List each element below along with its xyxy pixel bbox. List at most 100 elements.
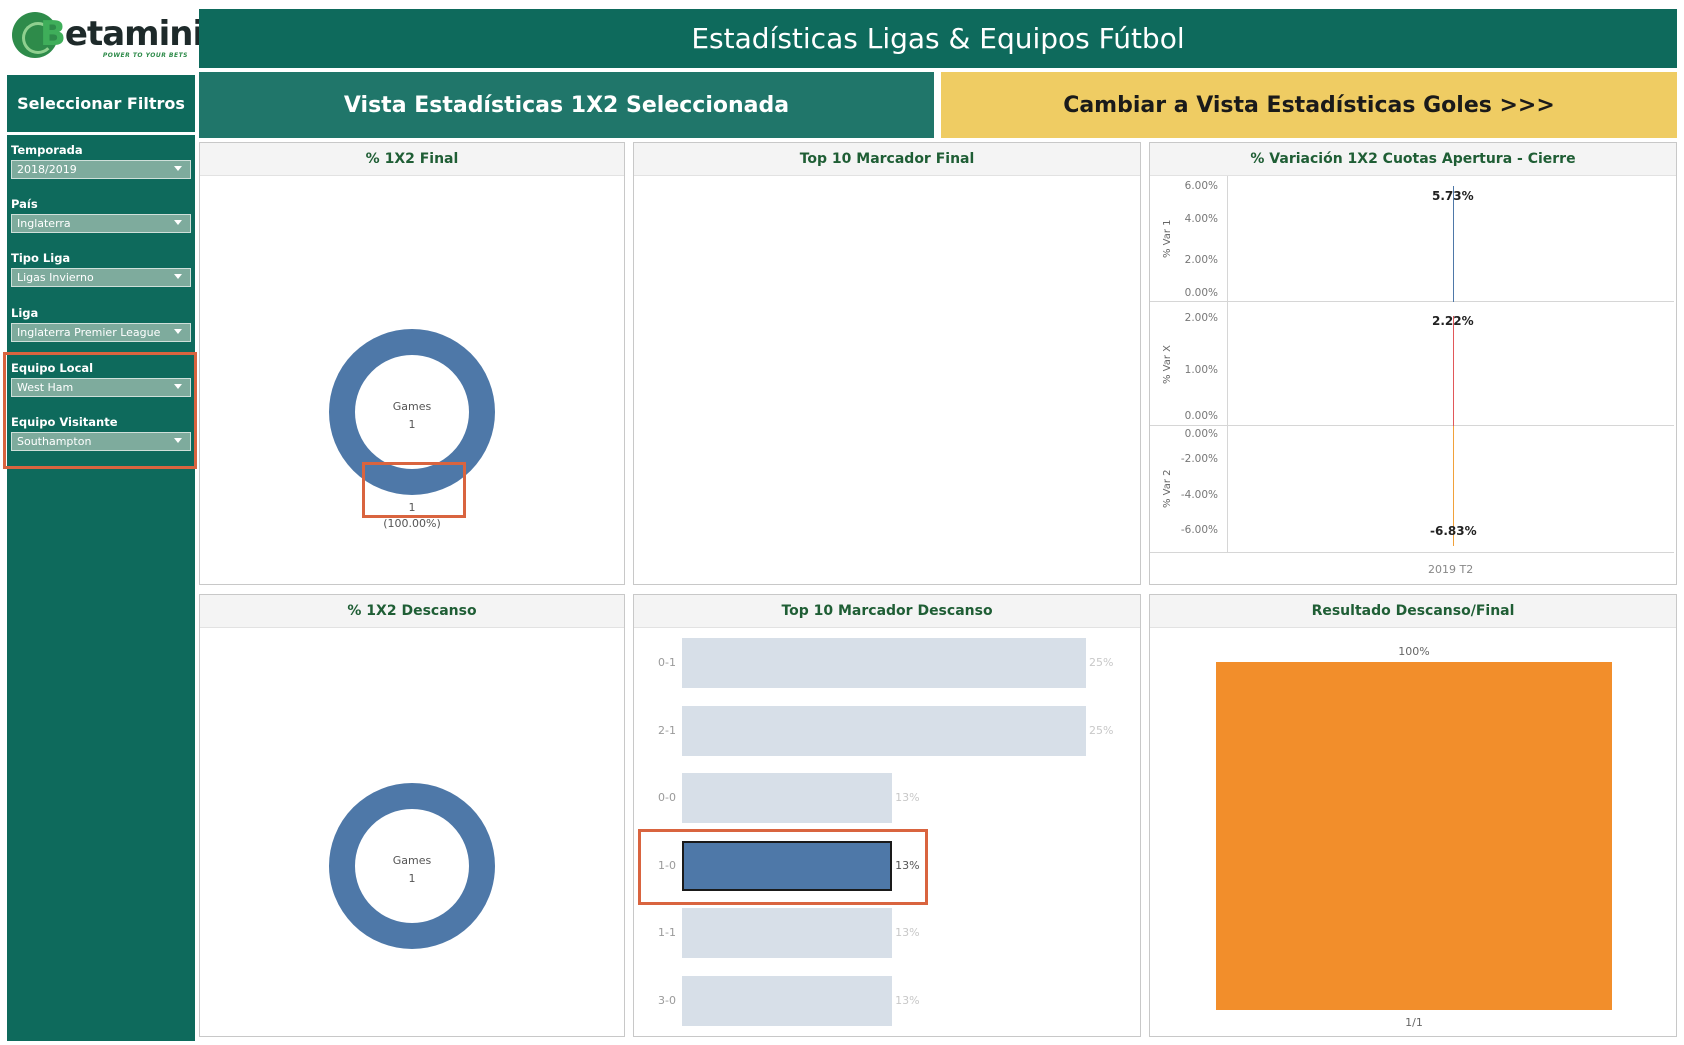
bar-category-label: 1-1 [658,926,676,939]
panel-title: Top 10 Marcador Descanso [634,595,1140,628]
var-x-line[interactable] [1453,316,1454,426]
donut-center-label: Games [392,400,432,413]
pais-dropdown[interactable]: Inglaterra [11,214,191,233]
bar-0-0[interactable] [682,773,893,823]
selected-bar-highlight [638,829,928,905]
tick-label: 0.00% [1184,428,1218,440]
bar-1-0[interactable] [682,840,893,891]
tick-label: 4.00% [1184,213,1218,225]
filter-label: Equipo Visitante [11,415,118,429]
bar-category-label: 0-1 [658,656,676,669]
bar-value-label: 100% [1398,645,1430,658]
chevron-down-icon [174,384,182,389]
filter-equipo-local: Equipo Local West Ham [11,361,191,397]
equipo-visitante-dropdown[interactable]: Southampton [11,432,191,451]
dropdown-value: West Ham [17,381,74,394]
filter-equipo-visitante: Equipo Visitante Southampton [11,415,191,451]
donut-slice-pct: (100.00%) [383,517,441,530]
donut-slice-label: 1 [408,501,416,514]
resultado-chart: 100% 1/1 [1150,628,1676,1036]
panel-top10-final: Top 10 Marcador Final [633,142,1141,585]
y-axis-line [1227,176,1228,553]
tick-label: 2.00% [1184,254,1218,266]
tick-label: 2.00% [1184,312,1218,324]
bar-value-label: 25% [1089,723,1114,737]
current-view-1x2[interactable]: Vista Estadísticas 1X2 Seleccionada [199,72,934,138]
donut-slice-1[interactable] [329,329,495,495]
dropdown-value: Southampton [17,435,92,448]
filter-pais: País Inglaterra [11,197,191,233]
temporada-dropdown[interactable]: 2018/2019 [11,160,191,179]
filter-label: Temporada [11,143,83,157]
filter-label: Tipo Liga [11,251,71,265]
filter-label: Liga [11,306,39,320]
dropdown-value: Inglaterra Premier League [17,326,161,339]
variation-chart: % Var 1 6.00% 4.00% 2.00% 0.00% 5.73% % … [1150,176,1676,584]
var-1-value: 5.73% [1432,189,1474,203]
donut-slice-1[interactable] [329,783,495,949]
panel-title: Resultado Descanso/Final [1150,595,1676,628]
tick-label: -2.00% [1180,453,1218,465]
bar-0-1[interactable] [682,638,1086,688]
dropdown-value: Inglaterra [17,217,71,230]
panel-title: % Variación 1X2 Cuotas Apertura - Cierre [1150,143,1676,176]
tick-label: -4.00% [1180,489,1218,501]
switch-to-goals-view-button[interactable]: Cambiar a Vista Estadísticas Goles >>> [941,72,1677,138]
sidebar-title: Seleccionar Filtros [7,75,195,135]
panel-title: % 1X2 Final [200,143,624,176]
chevron-down-icon [174,329,182,334]
var-2-line[interactable] [1453,426,1454,546]
logo-icon [12,12,58,58]
var-1-line[interactable] [1453,186,1454,302]
var-x-value: 2.22% [1432,314,1474,328]
bar-value-label: 13% [895,791,920,804]
var-row-2: % Var 2 0.00% -2.00% -4.00% -6.00% -6.83… [1150,426,1674,553]
panel-1x2-descanso: % 1X2 Descanso Games 1 [199,594,625,1037]
filter-liga: Liga Inglaterra Premier League [11,306,191,342]
chevron-down-icon [174,166,182,171]
axis-title: % Var 1 [1162,219,1173,258]
chevron-down-icon [174,274,182,279]
var-2-value: -6.83% [1430,524,1477,538]
page-title: Estadísticas Ligas & Equipos Fútbol [199,9,1677,68]
tick-label: 0.00% [1184,410,1218,422]
panel-title: Top 10 Marcador Final [634,143,1140,176]
tipo-liga-dropdown[interactable]: Ligas Invierno [11,268,191,287]
chevron-down-icon [174,438,182,443]
bar-1-1[interactable] [682,908,893,958]
logo-tagline: POWER TO YOUR BETS [102,52,188,59]
betaminic-logo[interactable]: Betaminic POWER TO YOUR BETS [6,6,223,66]
bar-value-label: 13% [895,993,920,1007]
bar-value-label: 13% [895,926,920,939]
dropdown-value: Ligas Invierno [17,271,94,284]
logo-wordmark: Betaminic [40,14,223,54]
panel-variation: % Variación 1X2 Cuotas Apertura - Cierre… [1149,142,1677,585]
bar-value-label: 25% [1089,656,1114,669]
var-row-1: % Var 1 6.00% 4.00% 2.00% 0.00% 5.73% [1150,176,1674,302]
filter-label: Equipo Local [11,361,94,375]
bar-3-0[interactable] [682,975,893,1026]
filter-label: País [11,197,38,211]
donut-chart-final[interactable] [329,329,495,495]
bar-category-label: 3-0 [658,993,676,1007]
panel-top10-descanso: Top 10 Marcador Descanso 0-1 25% 2-1 25% 0-0… [633,594,1141,1037]
panel-1x2-final: % 1X2 Final Games 1 1 (100.00%) [199,142,625,585]
equipo-local-dropdown[interactable]: West Ham [11,378,191,397]
tick-label: -6.00% [1180,524,1218,536]
team-filters-highlight [3,352,197,469]
x-axis-label: 2019 T2 [1428,563,1474,576]
donut-chart-descanso[interactable] [329,783,495,949]
bar-category-label: 2-1 [658,723,676,737]
tick-label: 0.00% [1184,287,1218,299]
panel-title: % 1X2 Descanso [200,595,624,628]
dropdown-value: 2018/2019 [17,163,77,176]
bar-value-label: 13% [895,858,920,872]
bar-1/1[interactable] [1216,662,1612,1010]
donut-center-value: 1 [408,418,416,431]
slice-label-highlight [362,462,466,518]
bar-2-1[interactable] [682,705,1086,756]
liga-dropdown[interactable]: Inglaterra Premier League [11,323,191,342]
bar-category-label: 0-0 [658,791,676,804]
donut-center-value: 1 [408,872,416,885]
